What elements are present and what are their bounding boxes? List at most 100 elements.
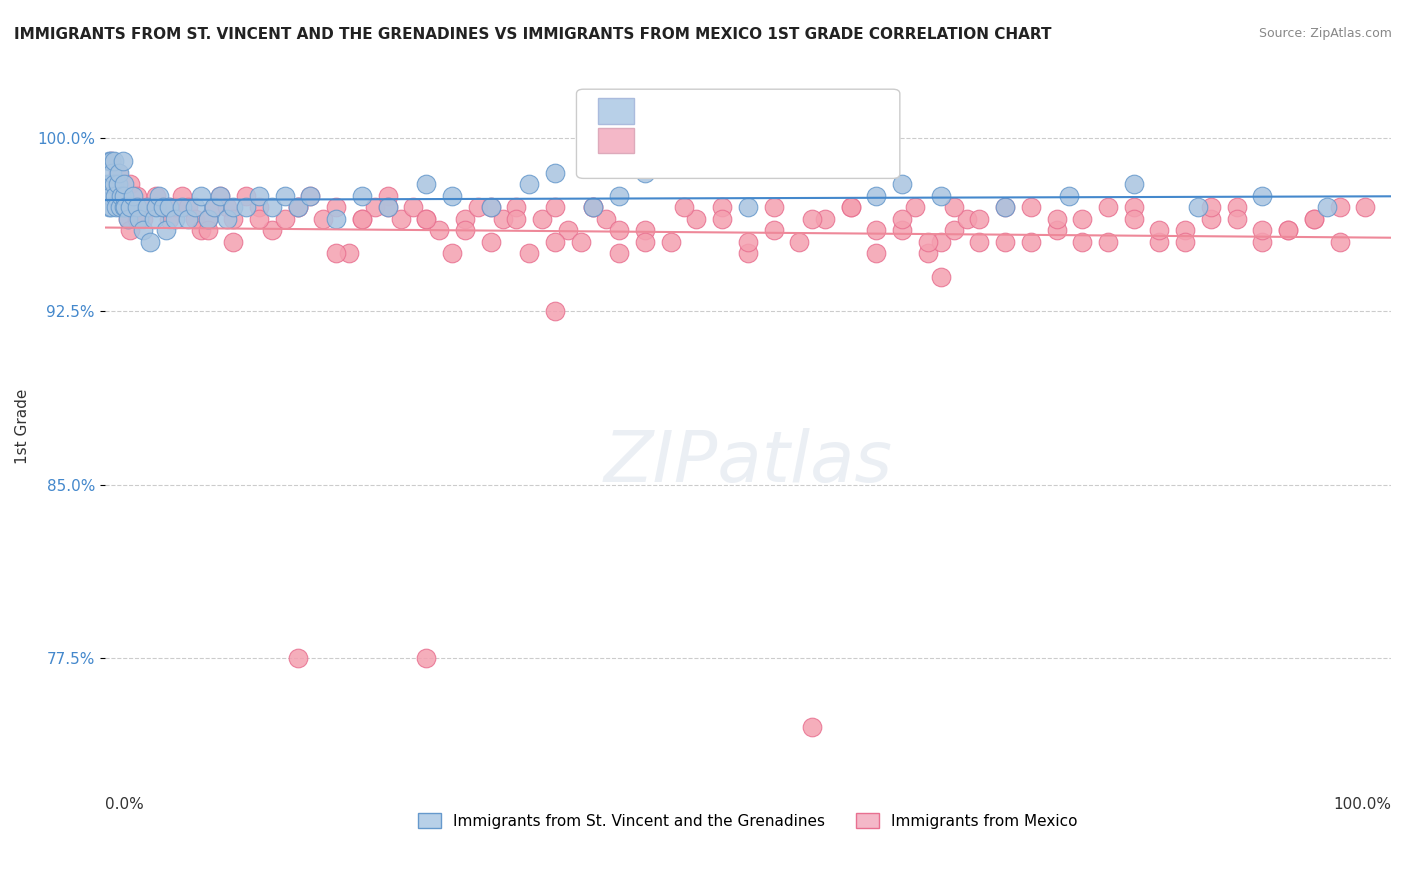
Point	[1122, 200, 1144, 214]
Point	[222, 235, 245, 249]
Point	[1226, 211, 1249, 226]
Text: N =: N =	[745, 110, 775, 125]
Point	[891, 223, 914, 237]
Point	[125, 188, 148, 202]
Point	[607, 223, 630, 237]
Point	[110, 188, 132, 202]
Point	[479, 200, 502, 214]
Point	[994, 235, 1017, 249]
Point	[595, 211, 617, 226]
Text: Source: ZipAtlas.com: Source: ZipAtlas.com	[1258, 27, 1392, 40]
Point	[569, 235, 592, 249]
Point	[108, 188, 131, 202]
Text: IMMIGRANTS FROM ST. VINCENT AND THE GRENADINES VS IMMIGRANTS FROM MEXICO 1ST GRA: IMMIGRANTS FROM ST. VINCENT AND THE GREN…	[14, 27, 1052, 42]
Point	[170, 200, 193, 214]
Point	[942, 200, 965, 214]
Point	[157, 200, 180, 214]
Point	[98, 177, 121, 191]
Point	[1097, 235, 1119, 249]
Point	[235, 188, 257, 202]
Point	[287, 200, 309, 214]
Point	[454, 211, 477, 226]
Point	[142, 211, 165, 226]
Point	[929, 188, 952, 202]
Point	[215, 211, 238, 226]
Point	[415, 177, 437, 191]
Point	[136, 200, 159, 214]
Point	[1277, 223, 1299, 237]
Point	[1097, 200, 1119, 214]
Point	[112, 200, 135, 214]
Point	[222, 211, 245, 226]
Point	[105, 200, 128, 214]
Point	[157, 200, 180, 214]
Point	[350, 211, 373, 226]
Point	[96, 177, 118, 191]
Point	[929, 269, 952, 284]
Point	[312, 211, 335, 226]
Point	[1071, 211, 1094, 226]
Point	[145, 200, 167, 214]
Point	[197, 211, 219, 226]
Point	[1149, 235, 1171, 249]
Point	[97, 200, 120, 214]
Point	[582, 200, 605, 214]
Point	[711, 211, 734, 226]
Point	[659, 235, 682, 249]
Point	[1302, 211, 1324, 226]
Point	[1149, 223, 1171, 237]
Point	[544, 304, 567, 318]
Point	[737, 235, 759, 249]
Point	[107, 177, 129, 191]
Point	[607, 246, 630, 260]
Point	[145, 188, 167, 202]
Point	[120, 177, 142, 191]
Point	[994, 200, 1017, 214]
Point	[891, 177, 914, 191]
Point	[1302, 211, 1324, 226]
Point	[287, 651, 309, 665]
Point	[762, 200, 785, 214]
Text: 72: 72	[787, 110, 808, 125]
Point	[415, 651, 437, 665]
Point	[152, 200, 174, 214]
Point	[104, 188, 127, 202]
Point	[1277, 223, 1299, 237]
Point	[100, 153, 122, 168]
Point	[415, 211, 437, 226]
Point	[1199, 211, 1222, 226]
Point	[177, 200, 200, 214]
Point	[260, 223, 283, 237]
Point	[1226, 200, 1249, 214]
Text: R =: R =	[637, 140, 665, 155]
Point	[517, 177, 540, 191]
Point	[190, 188, 212, 202]
Text: 100.0%: 100.0%	[1333, 797, 1391, 812]
Point	[1071, 235, 1094, 249]
Point	[111, 153, 134, 168]
Point	[479, 235, 502, 249]
Point	[582, 200, 605, 214]
Text: N =: N =	[745, 140, 775, 155]
Point	[517, 246, 540, 260]
Point	[1329, 200, 1351, 214]
Point	[969, 211, 991, 226]
Point	[209, 188, 232, 202]
Point	[427, 223, 450, 237]
Point	[100, 188, 122, 202]
Point	[787, 235, 810, 249]
Point	[350, 211, 373, 226]
Point	[274, 211, 297, 226]
Point	[112, 177, 135, 191]
Point	[839, 200, 862, 214]
Point	[505, 211, 527, 226]
Point	[891, 211, 914, 226]
Point	[120, 223, 142, 237]
Point	[467, 200, 489, 214]
Point	[492, 211, 515, 226]
Point	[222, 200, 245, 214]
Point	[839, 200, 862, 214]
Point	[114, 200, 136, 214]
Point	[138, 200, 160, 214]
Point	[801, 720, 824, 734]
